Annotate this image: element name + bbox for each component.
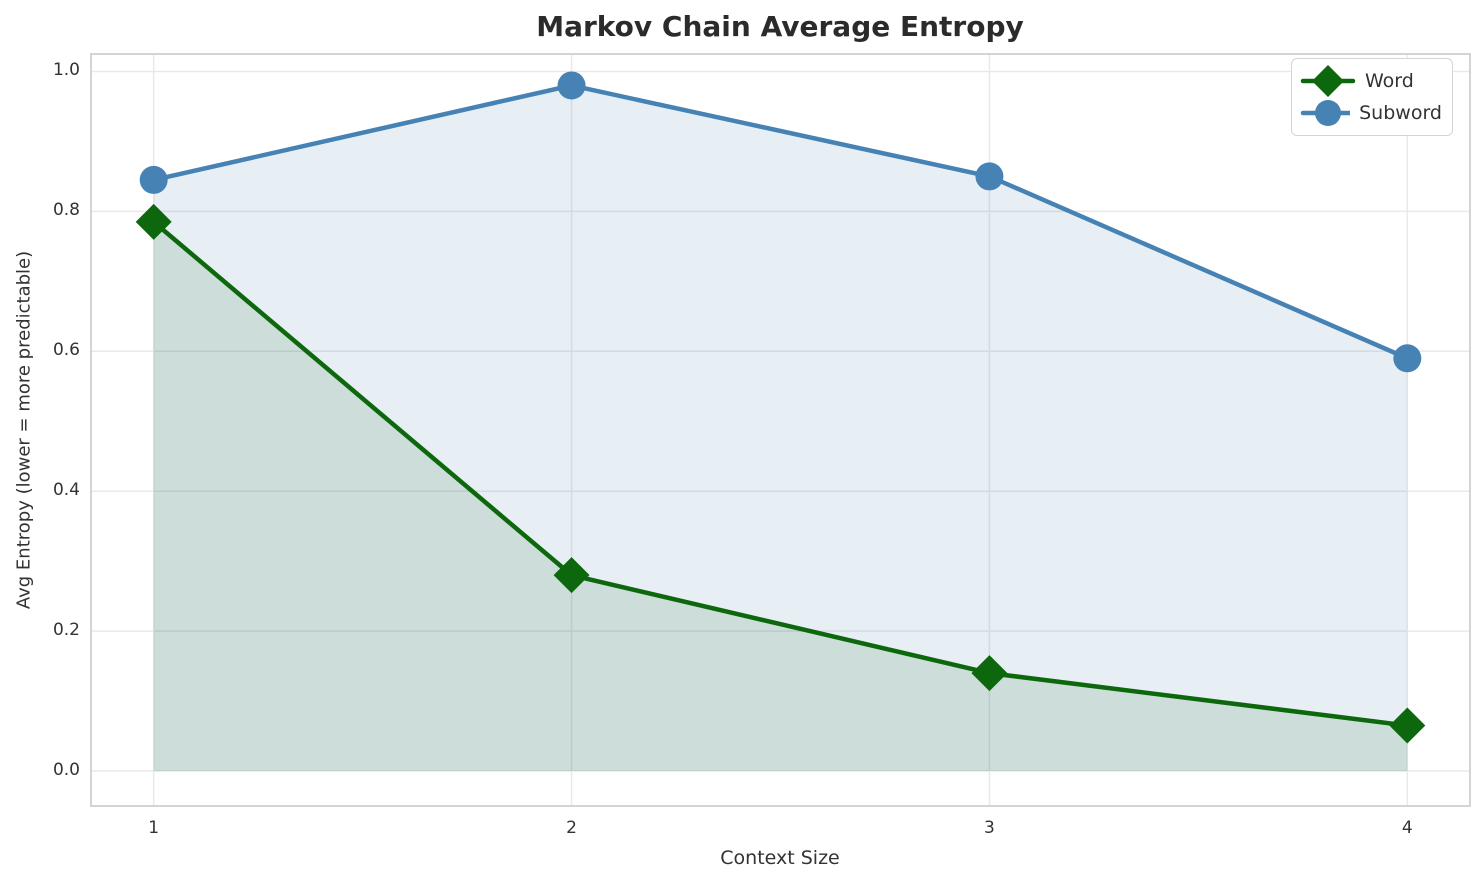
marker-diamond-word bbox=[553, 557, 590, 594]
marker-diamond-word bbox=[135, 203, 172, 240]
area-fill-subword bbox=[153, 85, 1408, 772]
x-tick-label: 3 bbox=[984, 818, 995, 838]
y-tick-label: 0.6 bbox=[52, 340, 80, 361]
marker-circle-subword bbox=[975, 162, 1004, 191]
x-tick-label: 1 bbox=[148, 818, 160, 838]
y-tick-label: 0.2 bbox=[52, 620, 80, 641]
legend-label: Word bbox=[1365, 70, 1414, 92]
chart-title: Markov Chain Average Entropy bbox=[536, 10, 1024, 43]
line-subword bbox=[151, 83, 1410, 361]
marker-circle-subword bbox=[1393, 344, 1422, 373]
marker-circle-subword bbox=[557, 71, 586, 100]
legend-entry-word: Word bbox=[1300, 65, 1442, 97]
y-tick-label: 0.0 bbox=[52, 760, 80, 781]
marker-circle-subword bbox=[139, 165, 168, 194]
line-word bbox=[151, 219, 1410, 728]
y-tick-label: 0.4 bbox=[52, 480, 80, 501]
plot-border bbox=[90, 53, 1471, 807]
circle-marker-icon bbox=[1300, 100, 1351, 126]
x-tick-label: 2 bbox=[566, 818, 577, 838]
y-tick-label: 0.8 bbox=[52, 200, 80, 221]
y-tick-label: 1.0 bbox=[52, 60, 80, 81]
legend-label: Subword bbox=[1359, 102, 1442, 124]
y-axis-label: Avg Entropy (lower = more predictable) bbox=[13, 250, 35, 610]
legend-entry-subword: Subword bbox=[1300, 97, 1442, 129]
legend: Word Subword bbox=[1291, 58, 1453, 136]
marker-diamond-word bbox=[1389, 707, 1426, 744]
area-fill-word bbox=[153, 221, 1408, 772]
x-tick-label: 4 bbox=[1401, 818, 1413, 838]
marker-diamond-word bbox=[971, 655, 1008, 692]
x-axis-label: Context Size bbox=[720, 847, 840, 869]
diamond-marker-icon bbox=[1300, 65, 1356, 97]
